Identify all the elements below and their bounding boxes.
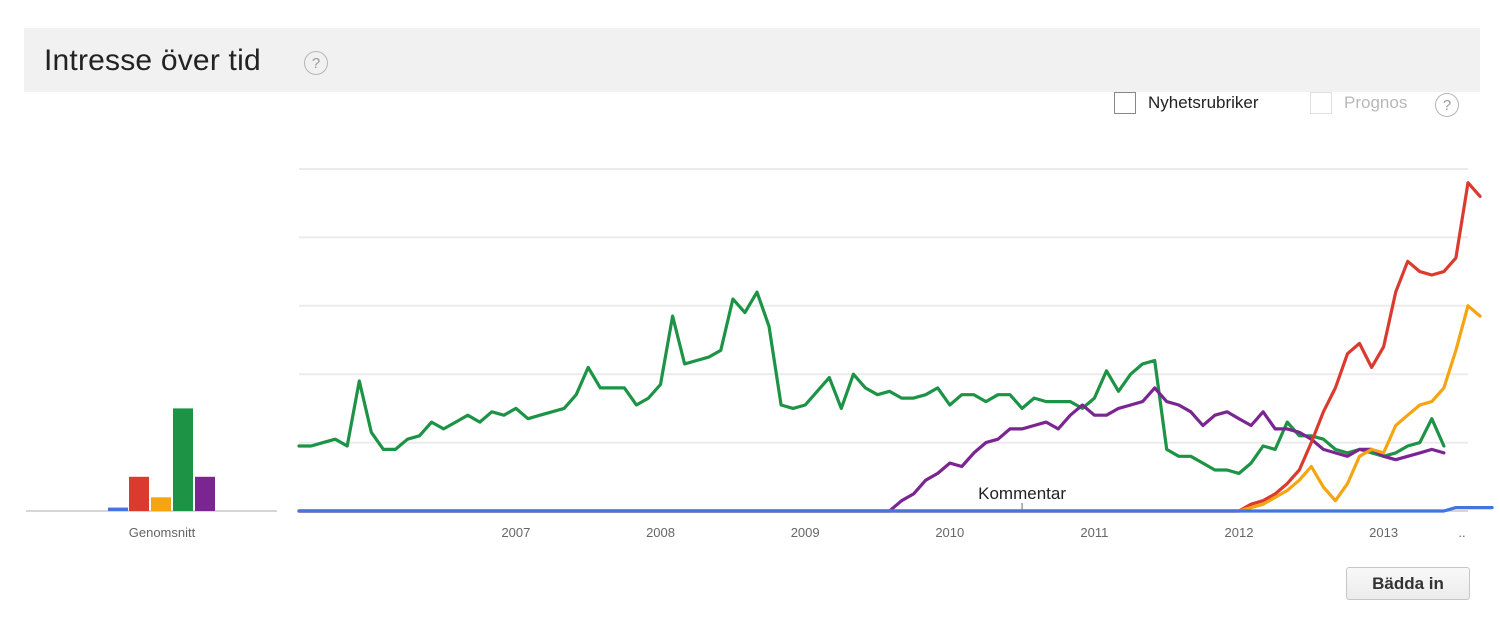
news-headlines-option[interactable]: Nyhetsrubriker [1114,92,1259,114]
forecast-help-icon[interactable]: ? [1435,93,1459,117]
x-tick-label: 2011 [1080,525,1108,540]
x-tick-label: 2008 [646,525,675,540]
embed-button[interactable]: Bädda in [1346,567,1470,600]
series-line [297,304,1482,513]
x-tick-label: 2010 [935,525,964,540]
average-bar [151,497,171,511]
news-headlines-label: Nyhetsrubriker [1148,93,1259,112]
news-headlines-checkbox[interactable] [1114,92,1136,114]
average-bar [129,476,149,511]
annotation-label: Kommentar [978,484,1066,503]
x-tick-label: 2012 [1225,525,1254,540]
x-tick-label: 2009 [791,525,820,540]
x-tick-label: 2007 [501,525,530,540]
series-line [297,181,1482,513]
average-bar [195,476,215,511]
page-title: Intresse över tid [44,44,261,77]
average-bar [173,408,193,511]
series-line [297,506,1494,513]
x-tick-label: .. [1458,525,1465,540]
forecast-label: Prognos [1344,93,1408,112]
forecast-option: Prognos [1310,92,1407,114]
help-icon[interactable]: ? [304,51,328,75]
header-band [24,28,1480,92]
average-bar [108,507,128,511]
average-label: Genomsnitt [129,525,196,540]
series-line [297,290,1446,475]
x-tick-label: 2013 [1369,525,1398,540]
forecast-checkbox [1310,92,1332,114]
